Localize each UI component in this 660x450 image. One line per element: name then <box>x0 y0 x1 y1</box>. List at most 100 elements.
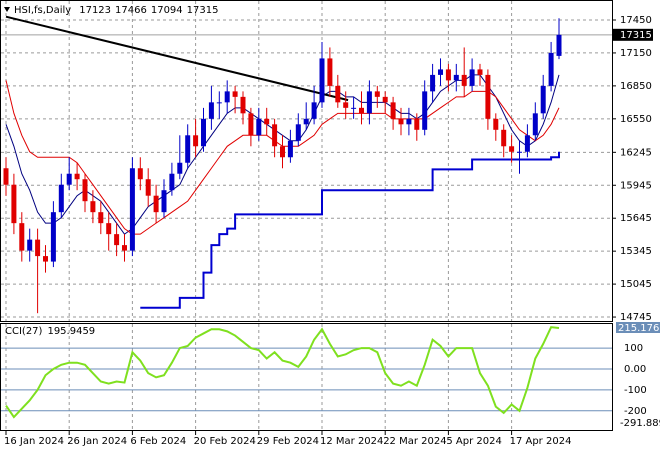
candle-body <box>477 69 483 75</box>
candle-body <box>540 85 546 114</box>
indicator-plot <box>1 326 612 419</box>
y-tick-label: 15945 <box>620 180 652 191</box>
candle-body <box>240 96 246 114</box>
candle-body <box>216 102 222 104</box>
candle-body <box>106 223 112 235</box>
candle-body <box>153 195 159 213</box>
candle-body <box>335 85 341 103</box>
candle-body <box>532 113 538 136</box>
candle-body <box>114 234 120 246</box>
candle-body <box>351 107 357 109</box>
y-tick-label: 14745 <box>620 312 652 323</box>
candle-body <box>50 212 56 262</box>
indicator-min-label: -291.889 <box>620 418 660 429</box>
menu-arrow[interactable] <box>4 7 10 12</box>
candle-body <box>264 118 270 125</box>
candle-body <box>398 118 404 125</box>
x-tick-label: 5 Apr 2024 <box>446 436 501 447</box>
candle-body <box>390 102 396 119</box>
candle-body <box>169 173 175 191</box>
candle-body <box>232 91 238 97</box>
candle-body <box>319 58 325 103</box>
indicator-header: CCI(27) 195.9459 <box>5 326 95 337</box>
candle-body <box>422 91 428 130</box>
candle-body <box>461 74 467 86</box>
candle-body <box>406 118 412 125</box>
last-high: 17466 <box>115 5 147 16</box>
candle-body <box>256 118 262 136</box>
candle-body <box>453 74 459 81</box>
candle-body <box>359 107 364 114</box>
candle-body <box>185 135 191 163</box>
plot <box>1 15 612 314</box>
candle-body <box>90 201 96 213</box>
x-tick-label: 22 Mar 2024 <box>383 436 446 447</box>
candle-body <box>248 113 254 136</box>
candle-body <box>11 184 17 224</box>
candle-body <box>224 91 230 103</box>
candle-body <box>509 146 515 152</box>
candle-body <box>19 223 25 251</box>
candle-body <box>208 102 214 119</box>
candle-body <box>122 245 127 251</box>
x-tick-label: 12 Mar 2024 <box>320 436 383 447</box>
price-tag-label: 17315 <box>620 30 652 41</box>
candle-body <box>556 34 562 56</box>
candle-body <box>27 239 33 251</box>
candle-body <box>145 179 151 196</box>
chart-header: HSI,fs,Daily 17123 17466 17094 17315 <box>14 5 218 16</box>
candle-body <box>74 173 80 180</box>
candle-body <box>287 140 293 158</box>
candle-body <box>35 239 41 257</box>
candle-body <box>311 102 317 119</box>
candle-body <box>382 96 388 103</box>
axes: 17450 17150 16850 16550 16245 15945 15645 15345… <box>4 15 660 447</box>
candle-body <box>493 118 499 130</box>
candle-body <box>469 69 475 86</box>
candle-body <box>438 69 443 75</box>
y-tick-label: 15045 <box>620 279 652 290</box>
candle-body <box>445 69 451 81</box>
candle-body <box>66 173 72 185</box>
candle-body <box>327 58 333 86</box>
price-tag <box>613 28 653 41</box>
indicator-tick-label: -100 <box>624 385 647 396</box>
x-tick-label: 26 Jan 2024 <box>67 436 127 447</box>
y-tick-label: 17450 <box>620 15 652 26</box>
indicator-max-label: 215.1762 <box>618 323 660 334</box>
candle-body <box>485 74 491 119</box>
candle-body <box>430 74 436 92</box>
y-tick-label: 16245 <box>620 147 652 158</box>
indicator-line <box>5 15 349 102</box>
candle-body <box>501 129 507 147</box>
candle-body <box>414 118 420 130</box>
symbol: HSI,fs,Daily <box>14 5 71 16</box>
last-close: 17315 <box>187 5 219 16</box>
candle-body <box>137 168 143 180</box>
candle-body <box>343 102 349 108</box>
candle-body <box>3 168 9 185</box>
last-low: 17094 <box>151 5 183 16</box>
indicator-max-tag <box>616 322 660 333</box>
candle-body <box>374 91 380 97</box>
candle-body <box>272 124 278 147</box>
x-tick-label: 29 Feb 2024 <box>257 436 319 447</box>
x-tick-label: 16 Jan 2024 <box>4 436 64 447</box>
y-tick-label: 15345 <box>620 246 652 257</box>
candle-body <box>295 124 301 141</box>
x-tick-label: 20 Feb 2024 <box>194 436 256 447</box>
y-tick-label: 17150 <box>620 48 652 59</box>
y-tick-label: 16550 <box>620 114 652 125</box>
indicator-tick-label: -200 <box>624 406 647 417</box>
y-tick-label: 16850 <box>620 81 652 92</box>
main-panel-frame <box>0 0 613 322</box>
candle-body <box>129 168 135 251</box>
candle-body <box>524 135 530 152</box>
candle-body <box>517 151 522 153</box>
candle-body <box>548 52 554 86</box>
candle-body <box>161 190 167 213</box>
last-open: 17123 <box>79 5 111 16</box>
candle-body <box>201 118 206 147</box>
y-tick-label: 15645 <box>620 213 652 224</box>
